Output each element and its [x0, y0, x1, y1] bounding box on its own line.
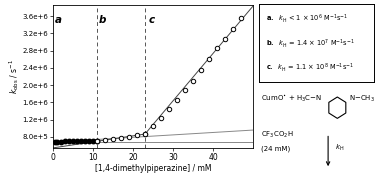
X-axis label: [1,4-dimethylpiperazine] / mM: [1,4-dimethylpiperazine] / mM [95, 164, 211, 173]
Text: $\mathbf{b.}$  $k_{\rm H}$ = 1.4 $\times$ 10$^{7}$ M$^{-1}$s$^{-1}$: $\mathbf{b.}$ $k_{\rm H}$ = 1.4 $\times$… [266, 37, 355, 50]
Text: $\mathbf{a.}$  $k_{\rm H}$ < 1 $\times$ 10$^{6}$ M$^{-1}$s$^{-1}$: $\mathbf{a.}$ $k_{\rm H}$ < 1 $\times$ 1… [266, 13, 348, 25]
Text: $k_{\rm H}$: $k_{\rm H}$ [335, 143, 344, 153]
Text: b: b [99, 15, 106, 25]
Text: CumO$^{\bullet}$ + H$_3$C$-$N: CumO$^{\bullet}$ + H$_3$C$-$N [261, 93, 322, 104]
Text: CF$_3$CO$_2$H: CF$_3$CO$_2$H [261, 130, 294, 140]
Y-axis label: $k_{\mathrm{obs}}$ / s$^{-1}$: $k_{\mathrm{obs}}$ / s$^{-1}$ [7, 59, 21, 94]
Text: (24 mM): (24 mM) [261, 145, 290, 152]
Text: a: a [55, 15, 62, 25]
Text: N$-$CH$_3$: N$-$CH$_3$ [349, 93, 375, 104]
Text: c: c [149, 15, 155, 25]
Text: $\mathbf{c.}$  $k_{\rm H}$ = 1.1 $\times$ 10$^{8}$ M$^{-1}$s$^{-1}$: $\mathbf{c.}$ $k_{\rm H}$ = 1.1 $\times$… [266, 62, 354, 74]
